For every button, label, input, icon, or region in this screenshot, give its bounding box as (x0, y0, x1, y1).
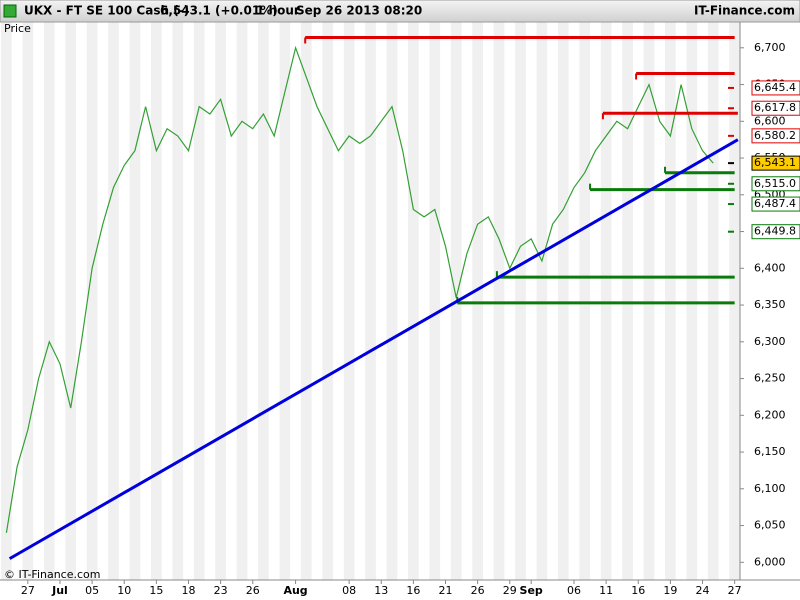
day-stripe (408, 22, 419, 580)
day-stripe (300, 22, 312, 580)
x-tick-label: 26 (471, 584, 485, 597)
x-tick-label: 21 (438, 584, 452, 597)
day-stripe (665, 22, 676, 580)
quote: 6,543.1 (+0.01%) (160, 4, 278, 18)
day-stripe (343, 22, 355, 580)
y-tick-label: 6,050 (754, 519, 786, 532)
price-label-box (751, 128, 800, 144)
day-stripe (729, 22, 740, 580)
price-label: 6,580.2 (754, 129, 796, 142)
y-tick-label: 6,600 (754, 114, 786, 127)
day-stripe (536, 22, 548, 580)
header-bar (0, 0, 800, 23)
day-stripe (579, 22, 591, 580)
x-tick-label: 13 (374, 584, 388, 597)
day-stripe (215, 22, 226, 580)
day-stripe (236, 22, 248, 580)
y-tick-label: 6,400 (754, 261, 786, 274)
x-tick-label: 18 (181, 584, 195, 597)
y-axis-label: Price (4, 22, 31, 35)
day-stripe (386, 22, 398, 580)
day-stripe (686, 22, 698, 580)
footer: © IT-Finance.com (4, 568, 101, 581)
day-stripe (86, 22, 98, 580)
price-label-box (751, 100, 800, 116)
x-tick-label: 23 (214, 584, 228, 597)
day-stripe (1, 22, 12, 580)
x-tick-label: 16 (631, 584, 645, 597)
x-tick-label: 27 (21, 584, 35, 597)
price-label-box (751, 176, 800, 192)
day-stripe (622, 22, 633, 580)
day-stripe (150, 22, 162, 580)
interval: 1 hour (256, 4, 300, 18)
price-label-box (751, 155, 800, 171)
price-line (5, 45, 714, 533)
day-stripe (643, 22, 655, 580)
day-stripe (322, 22, 334, 580)
x-tick-label: 11 (599, 584, 613, 597)
y-tick-label: 6,700 (754, 41, 786, 54)
day-stripe (172, 22, 184, 580)
day-stripe (43, 22, 55, 580)
x-tick-label: 16 (406, 584, 420, 597)
price-label: 6,543.1 (754, 156, 796, 169)
day-stripe (193, 22, 205, 580)
day-stripe (65, 22, 77, 580)
y-tick-label: 6,150 (754, 445, 786, 458)
price-label: 6,487.4 (754, 197, 796, 210)
y-tick-label: 6,300 (754, 335, 786, 348)
day-stripe (493, 22, 505, 580)
x-tick-label: Aug (283, 584, 307, 597)
day-stripe (557, 22, 569, 580)
price-label: 6,617.8 (754, 101, 796, 114)
header-icon (3, 4, 17, 18)
price-label: 6,645.4 (754, 81, 796, 94)
price-label: 6,515.0 (754, 177, 796, 190)
x-tick-label: Jul (51, 584, 68, 597)
day-stripe (600, 22, 612, 580)
x-tick-label: 27 (728, 584, 742, 597)
x-tick-label: 19 (663, 584, 677, 597)
day-stripe (22, 22, 34, 580)
day-stripe (279, 22, 291, 580)
x-tick-label: 06 (567, 584, 581, 597)
day-stripe (258, 22, 269, 580)
price-label-box (751, 196, 800, 212)
day-stripe (108, 22, 119, 580)
y-tick-label: 6,350 (754, 298, 786, 311)
day-stripe (365, 22, 376, 580)
x-tick-label: Sep (520, 584, 543, 597)
price-label: 6,449.8 (754, 225, 796, 238)
day-stripe (707, 22, 719, 580)
y-tick-label: 6,250 (754, 372, 786, 385)
day-stripe (515, 22, 526, 580)
instrument: UKX - FT SE 100 Cash (-) (24, 4, 189, 18)
x-tick-label: 29 (503, 584, 517, 597)
timestamp: Sep 26 2013 08:20 (296, 4, 422, 18)
brand: IT-Finance.com (694, 4, 795, 18)
x-tick-label: 05 (85, 584, 99, 597)
day-stripe (472, 22, 483, 580)
y-tick-label: 6,000 (754, 555, 786, 568)
trend-line (8, 138, 739, 560)
x-tick-label: 26 (246, 584, 260, 597)
x-tick-label: 24 (696, 584, 710, 597)
y-tick-label: 6,100 (754, 482, 786, 495)
y-tick-label: 6,200 (754, 408, 786, 421)
x-tick-label: 10 (117, 584, 131, 597)
x-tick-label: 15 (149, 584, 163, 597)
price-label-box (751, 80, 800, 96)
price-label-box (751, 224, 800, 240)
day-stripe (429, 22, 441, 580)
x-tick-label: 08 (342, 584, 356, 597)
day-stripe (129, 22, 141, 580)
